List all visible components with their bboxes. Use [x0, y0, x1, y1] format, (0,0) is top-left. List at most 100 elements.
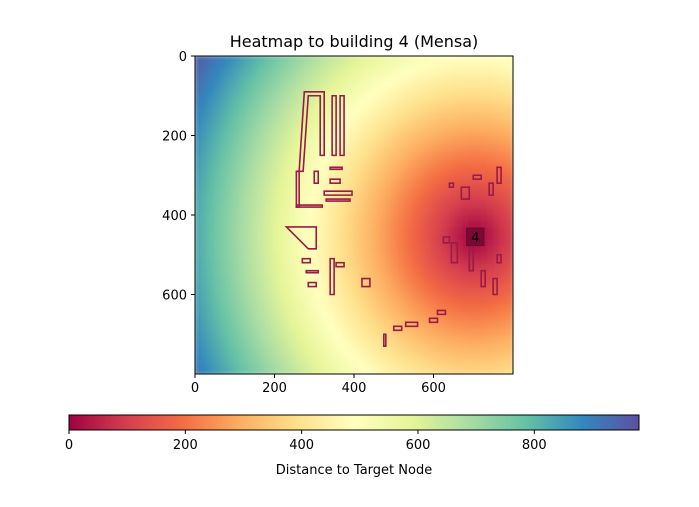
heat-cell	[487, 87, 495, 96]
heat-cell	[340, 157, 349, 166]
heat-cell	[461, 278, 470, 286]
heat-cell	[296, 265, 305, 274]
heat-cell	[499, 354, 508, 363]
heat-cell	[264, 131, 273, 140]
heat-cell	[219, 144, 228, 153]
heat-cell	[251, 354, 260, 363]
heat-cell	[315, 176, 324, 185]
heat-cell	[474, 93, 483, 102]
heat-cell	[232, 220, 241, 229]
heat-cell	[270, 252, 279, 261]
heat-cell	[207, 259, 216, 267]
heat-cell	[353, 176, 362, 185]
heat-cell	[289, 259, 298, 267]
heat-cell	[258, 322, 266, 331]
heat-cell	[239, 138, 247, 147]
heat-cell	[296, 195, 305, 204]
heat-cell	[506, 284, 513, 293]
heat-cell	[245, 80, 254, 89]
heat-cell	[200, 322, 209, 331]
heat-cell	[315, 265, 324, 274]
heat-cell	[207, 214, 216, 223]
heat-cell	[429, 144, 438, 153]
heat-cell	[296, 341, 305, 350]
heat-cell	[283, 68, 292, 77]
heat-cell	[461, 239, 470, 248]
heat-cell	[251, 271, 260, 280]
heat-cell	[391, 106, 400, 115]
heat-cell	[366, 125, 375, 134]
heat-cell	[258, 125, 266, 134]
heat-cell	[296, 80, 305, 89]
heat-cell	[200, 208, 209, 216]
heat-cell	[251, 265, 260, 274]
heat-cell	[442, 87, 451, 96]
heat-cell	[207, 100, 216, 108]
heat-cell	[264, 316, 273, 325]
heat-cell	[378, 163, 387, 172]
heat-cell	[391, 56, 400, 64]
heat-cell	[195, 150, 203, 159]
heat-cell	[296, 138, 305, 147]
heat-cell	[213, 316, 222, 325]
heat-cell	[283, 61, 292, 70]
heat-cell	[461, 201, 470, 210]
heat-cell	[493, 68, 502, 77]
heat-cell	[195, 259, 203, 267]
heat-cell	[195, 61, 203, 70]
heat-cell	[391, 144, 400, 153]
heat-cell	[366, 220, 375, 229]
heat-cell	[315, 68, 324, 77]
heat-cell	[359, 271, 368, 280]
heat-cell	[302, 208, 311, 216]
heat-cell	[340, 284, 349, 293]
heat-cell	[347, 150, 355, 159]
heat-cell	[264, 61, 273, 70]
heat-cell	[398, 316, 406, 325]
heat-cell	[340, 246, 349, 255]
heat-cell	[417, 309, 425, 318]
heat-cell	[480, 252, 489, 261]
heat-cell	[245, 106, 254, 115]
heat-cell	[417, 348, 425, 356]
heat-cell	[487, 316, 495, 325]
heat-cell	[398, 157, 406, 166]
heat-cell	[487, 360, 495, 369]
heat-cell	[321, 80, 330, 89]
heat-cell	[296, 119, 305, 127]
heat-cell	[487, 163, 495, 172]
heat-cell	[200, 335, 209, 344]
heat-cell	[226, 367, 235, 374]
heat-cell	[283, 233, 292, 242]
heat-cell	[391, 309, 400, 318]
heat-cell	[474, 322, 483, 331]
heat-cell	[487, 290, 495, 299]
heat-cell	[404, 208, 413, 216]
heat-cell	[506, 220, 513, 229]
heat-cell	[404, 125, 413, 134]
heat-cell	[239, 348, 247, 356]
heat-cell	[429, 150, 438, 159]
heat-cell	[487, 265, 495, 274]
heat-cell	[258, 93, 266, 102]
heat-cell	[391, 278, 400, 286]
heat-cell	[474, 246, 483, 255]
heat-cell	[308, 271, 317, 280]
heat-cell	[391, 271, 400, 280]
heat-cell	[467, 74, 476, 83]
heat-cell	[340, 56, 349, 64]
heat-cell	[258, 201, 266, 210]
heat-cell	[436, 259, 445, 267]
heat-cell	[270, 169, 279, 178]
heat-cell	[245, 252, 254, 261]
heat-cell	[474, 328, 483, 337]
heat-cell	[506, 233, 513, 242]
heat-cell	[334, 106, 343, 115]
heat-cell	[264, 93, 273, 102]
heat-cell	[417, 239, 425, 248]
heat-cell	[334, 125, 343, 134]
heat-cell	[442, 106, 451, 115]
heat-cell	[448, 303, 457, 312]
heat-cell	[270, 208, 279, 216]
heat-cell	[410, 169, 419, 178]
